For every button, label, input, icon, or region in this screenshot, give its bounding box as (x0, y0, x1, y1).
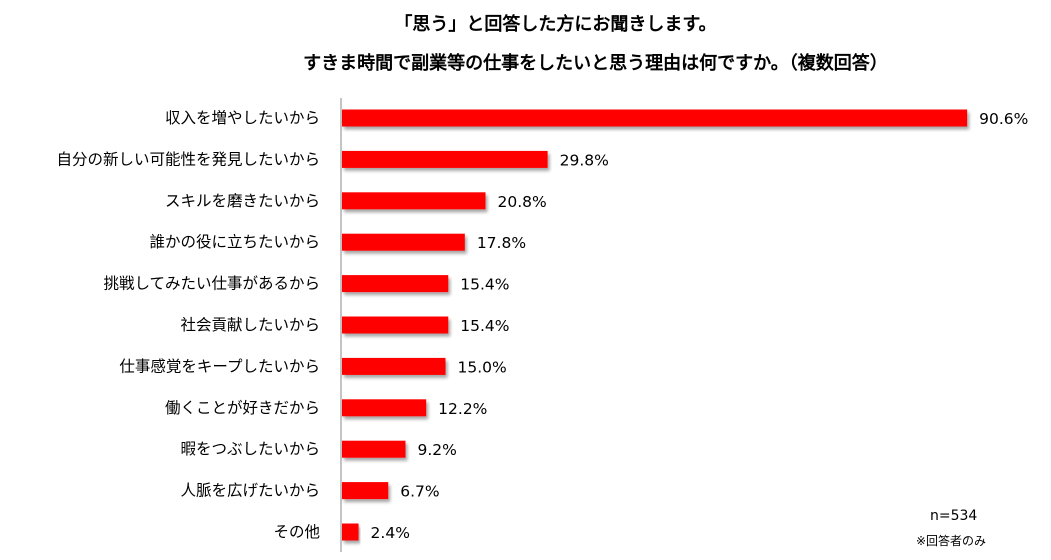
category-label-10: その他 (273, 523, 320, 541)
value-label-6: 15.0% (458, 358, 507, 376)
sample-size-label: n=534 (930, 508, 978, 524)
category-label-4: 挑戦してみたい仕事があるから (103, 275, 320, 293)
value-label-7: 12.2% (438, 400, 487, 418)
category-label-1: 自分の新しい可能性を発見したいから (56, 150, 320, 168)
value-label-9: 6.7% (400, 483, 439, 501)
bar-6 (342, 357, 446, 375)
value-label-1: 29.8% (560, 151, 609, 169)
chart-title-line-2: すきま時間で副業等の仕事をしたいと思う理由は何ですか。（複数回答） (303, 53, 888, 74)
value-label-5: 15.4% (460, 317, 509, 335)
bar-10 (342, 523, 359, 541)
category-label-0: 収入を増やしたいから (165, 109, 320, 127)
bar-9 (342, 482, 389, 500)
category-label-6: 仕事感覚をキープしたいから (119, 357, 320, 375)
bar-4 (342, 275, 449, 293)
bar-5 (342, 316, 449, 334)
category-label-3: 誰かの役に立ちたいから (149, 233, 320, 251)
value-label-0: 90.6% (979, 110, 1028, 128)
value-label-2: 20.8% (498, 193, 547, 211)
bar-2 (342, 192, 486, 210)
value-label-10: 2.4% (371, 524, 410, 542)
chart-title-line-1: 「思う」と回答した方にお聞きします。 (394, 14, 717, 35)
value-label-3: 17.8% (477, 234, 526, 252)
category-label-7: 働くことが好きだから (165, 399, 320, 417)
value-label-4: 15.4% (460, 276, 509, 294)
bar-3 (342, 233, 465, 251)
category-label-9: 人脈を広げたいから (180, 482, 320, 500)
bar-1 (342, 150, 548, 168)
bar-0 (342, 109, 968, 127)
category-label-2: スキルを磨きたいから (165, 192, 320, 210)
value-label-8: 9.2% (417, 441, 456, 459)
footnote: ※回答者のみ (916, 534, 987, 548)
bar-7 (342, 399, 427, 417)
category-label-8: 暇をつぶしたいから (180, 440, 320, 458)
category-label-5: 社会貢献したいから (180, 316, 320, 334)
bar-8 (342, 440, 406, 458)
